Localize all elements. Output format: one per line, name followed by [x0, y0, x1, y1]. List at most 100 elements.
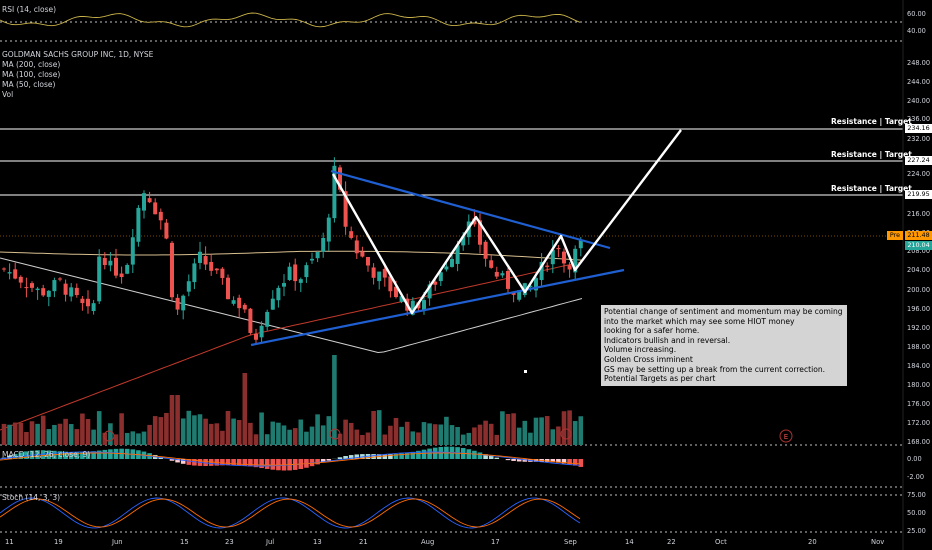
volume-bar	[337, 433, 343, 445]
volume-bar	[208, 423, 214, 445]
macd-histogram-bar	[208, 459, 214, 466]
macd-label: MACD (12, 26, close, 9)	[2, 450, 91, 459]
macd-histogram-bar	[567, 459, 572, 465]
price-tick: 192.00	[907, 324, 931, 332]
macd-histogram-bar	[505, 459, 511, 461]
volume-bar	[192, 415, 197, 445]
resistance-lines	[0, 128, 903, 196]
earnings-marker-3[interactable]	[560, 428, 572, 440]
macd-histogram-bar	[337, 457, 343, 459]
candle	[170, 240, 174, 301]
candle	[46, 290, 51, 307]
time-tick: Oct	[715, 538, 727, 546]
macd-histogram-bar	[382, 454, 388, 459]
earnings-marker-1[interactable]	[103, 430, 115, 442]
symbol-title: GOLDMAN SACHS GROUP INC, 1D, NYSE	[2, 50, 154, 59]
candle	[326, 213, 331, 251]
volume-bar	[354, 429, 360, 445]
volume-bar	[382, 434, 388, 445]
volume-bar	[24, 431, 29, 445]
volume-bar	[108, 423, 113, 445]
annotation-line-6: Golden Cross imminent	[604, 354, 693, 364]
macd-histogram-bar	[421, 449, 427, 459]
lower-trendline[interactable]	[250, 268, 625, 347]
volume-bar	[427, 423, 432, 445]
macd-histogram-bar	[57, 451, 63, 459]
ma200-label: MA (200, close)	[2, 60, 61, 69]
candle	[371, 263, 376, 285]
macd-histogram-bar	[74, 452, 80, 459]
volume-bar	[309, 426, 315, 445]
volume-bar	[292, 428, 298, 445]
candle	[7, 263, 12, 280]
candle	[511, 292, 516, 303]
volume-bar	[298, 419, 304, 445]
volume-bar	[567, 410, 572, 445]
volume-bar	[225, 411, 231, 445]
indicator-tick: 40.00	[907, 27, 926, 35]
indicator-tick: 25.00	[907, 527, 926, 535]
price-tick: 208.00	[907, 247, 931, 255]
candle	[506, 264, 510, 293]
volume-bar	[410, 431, 416, 445]
volume-bar	[12, 422, 18, 445]
volume-bar	[360, 434, 365, 445]
macd-histogram-bar	[220, 459, 225, 466]
annotation-line-4: Indicators bullish and in reversal.	[604, 335, 731, 345]
candle	[114, 248, 118, 279]
price-tick: 240.00	[907, 97, 931, 105]
macd-histogram-bar	[186, 459, 192, 465]
volume-bar	[432, 424, 438, 445]
macd-histogram-bar	[248, 459, 253, 467]
volume-bar	[124, 432, 130, 445]
volume-bar	[528, 432, 533, 445]
indicator-tick: -2.00	[907, 473, 925, 481]
annotation-box[interactable]: Potential change of sentiment and moment…	[601, 305, 847, 386]
candle	[186, 274, 191, 297]
volume-bar	[477, 424, 483, 445]
volume-bar	[393, 417, 399, 445]
candle	[30, 281, 34, 293]
time-tick: 23	[225, 538, 234, 546]
time-tick: 19	[54, 538, 63, 546]
macd-histogram-bar	[488, 456, 494, 459]
macd-histogram-bar	[24, 451, 29, 459]
volume-bar	[52, 424, 57, 445]
macd-histogram-bar	[40, 450, 46, 459]
resistance-label-3: Resistance | Target	[831, 184, 912, 193]
candle	[74, 283, 79, 298]
candle	[550, 240, 555, 274]
macd-histogram-bar	[561, 459, 567, 464]
volume-bar	[74, 429, 80, 445]
macd-histogram-bar	[192, 459, 197, 466]
macd-histogram-bar	[253, 459, 259, 468]
indicator-tick: 0.00	[907, 455, 922, 463]
candle	[438, 271, 443, 287]
upper-trendline[interactable]	[330, 169, 611, 250]
resistance-price-2: 227.24	[905, 156, 932, 165]
candle	[86, 290, 90, 314]
earnings-marker-4[interactable]	[779, 429, 793, 443]
volume-bar	[231, 418, 236, 445]
time-tick: 22	[667, 538, 676, 546]
candle	[360, 246, 365, 258]
volume-bar	[332, 355, 337, 445]
earnings-marker-2[interactable]	[329, 428, 341, 440]
candle	[282, 274, 286, 297]
volume-bar	[276, 422, 281, 445]
projected-path[interactable]	[331, 129, 682, 315]
indicator-tick: 50.00	[907, 509, 926, 517]
macd-histogram-bar	[259, 459, 264, 469]
time-tick: 14	[625, 538, 634, 546]
candle	[231, 296, 236, 306]
volume-bar	[539, 417, 544, 445]
volume-bar	[472, 427, 477, 445]
macd-histogram-bar	[175, 459, 180, 463]
volume-bar	[522, 420, 528, 445]
annotation-line-5: Volume increasing.	[604, 345, 677, 355]
candle	[478, 213, 482, 254]
candle	[248, 307, 253, 335]
candle	[433, 279, 438, 291]
candle	[276, 285, 281, 308]
